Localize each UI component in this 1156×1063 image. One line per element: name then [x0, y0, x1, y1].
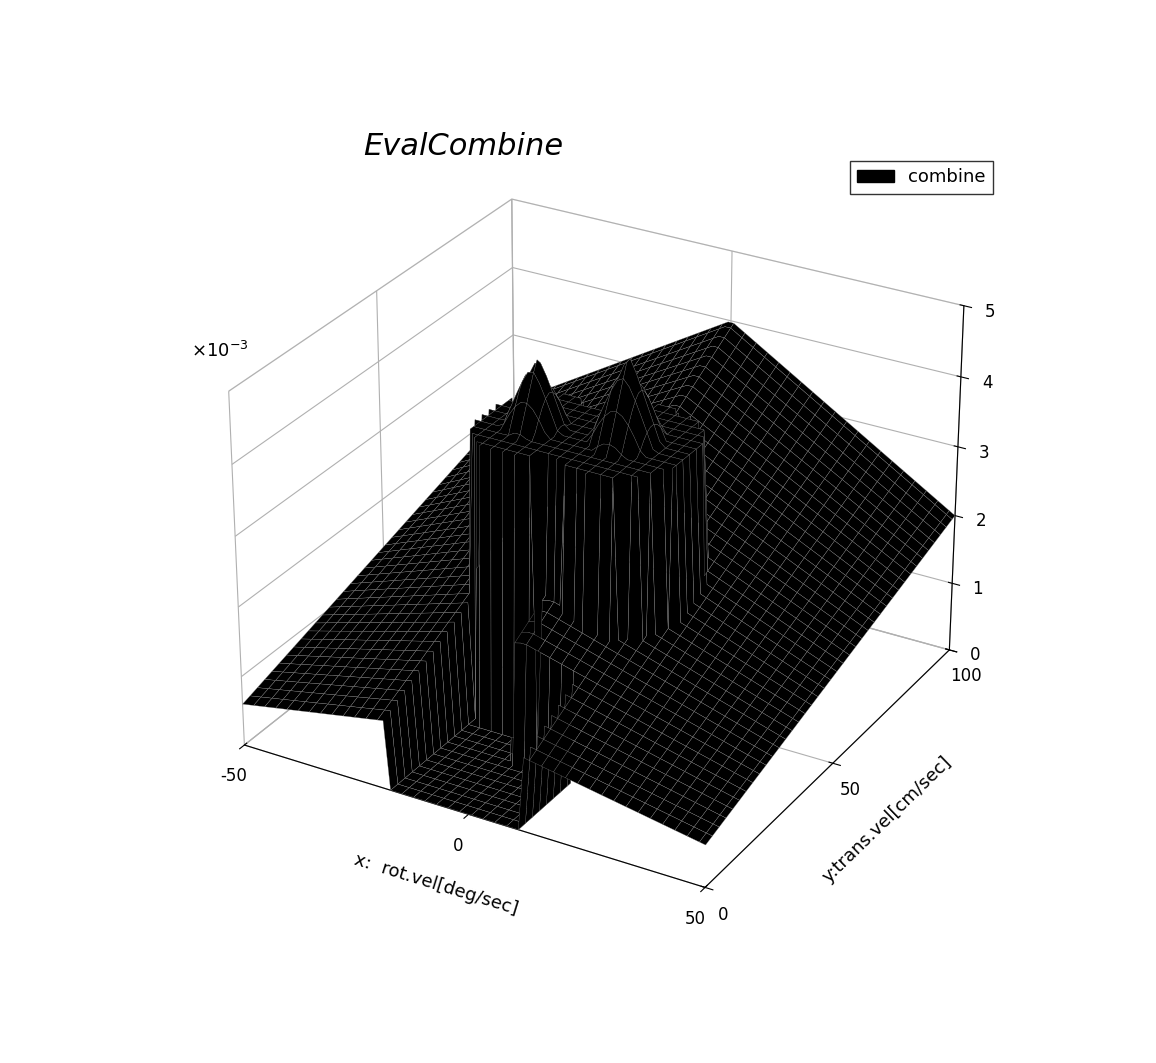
Text: $\times10^{-3}$: $\times10^{-3}$ [192, 340, 249, 360]
Text: EvalCombine: EvalCombine [363, 132, 563, 161]
X-axis label: x:  rot.vel[deg/sec]: x: rot.vel[deg/sec] [351, 850, 520, 917]
Legend: combine: combine [850, 162, 993, 193]
Y-axis label: y:trans.vel[cm/sec]: y:trans.vel[cm/sec] [818, 753, 955, 885]
